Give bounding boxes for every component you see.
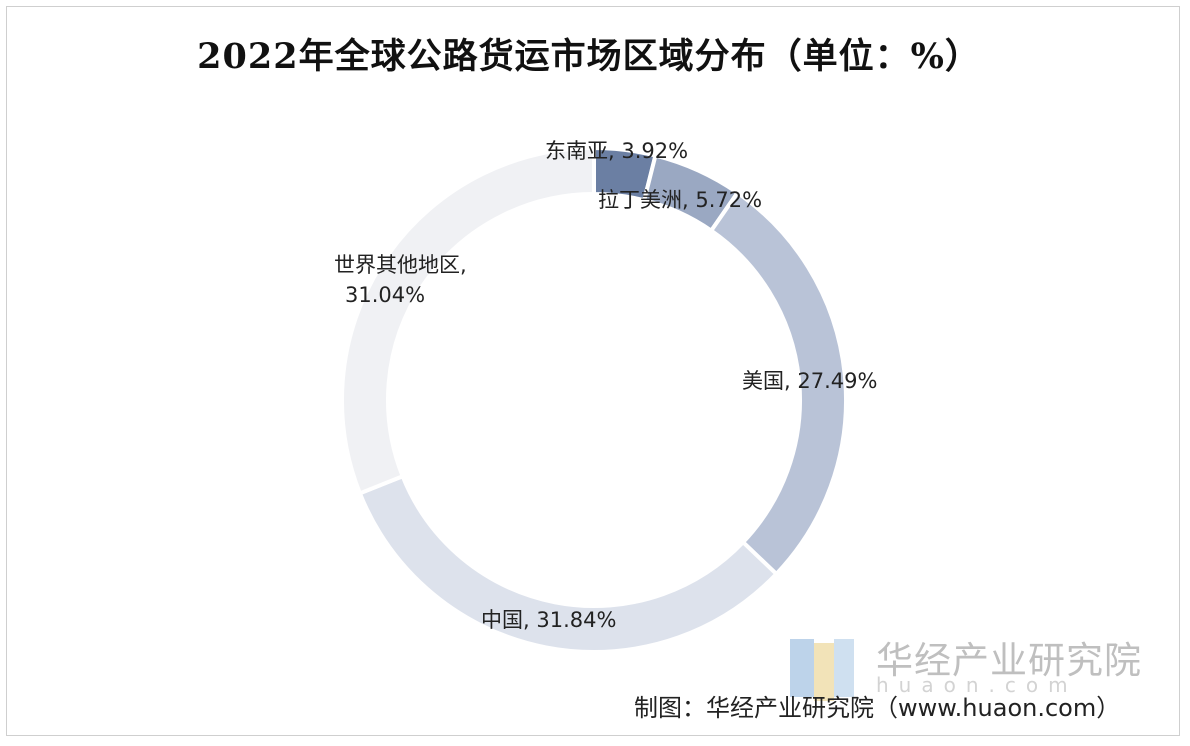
label-rest-of-world-value: 31.04% <box>345 283 425 307</box>
watermark-url: huaon.com <box>876 673 1078 697</box>
source-note: 制图：华经产业研究院（www.huaon.com） <box>634 694 1121 722</box>
label-usa: 美国, 27.49% <box>742 369 877 393</box>
watermark-logo <box>790 633 1190 713</box>
chart-title: 2022年全球公路货运市场区域分布（单位：%） <box>197 36 981 77</box>
donut-slices <box>340 145 848 654</box>
slice-labels: 东南亚, 3.92% 拉丁美洲, 5.72% 美国, 27.49% 中国, 31.84… <box>334 139 877 632</box>
label-latin-america: 拉丁美洲, 5.72% <box>598 188 762 212</box>
label-china: 中国, 31.84% <box>481 608 616 632</box>
slice-rest-of-world <box>340 145 596 496</box>
label-rest-of-world-name: 世界其他地区, <box>334 253 467 277</box>
logo-icon <box>790 639 854 701</box>
watermark-name: 华经产业研究院 <box>876 639 1142 682</box>
label-southeast-asia: 东南亚, 3.92% <box>545 139 688 163</box>
